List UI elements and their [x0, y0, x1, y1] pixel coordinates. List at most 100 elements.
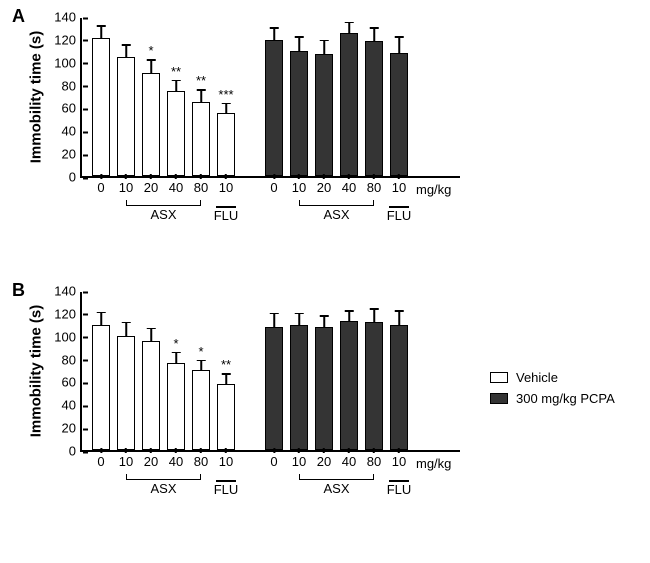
panel-a-chart: Immobility time (s) 02040608010012014001… [80, 18, 460, 238]
xtick: 80 [194, 450, 208, 469]
xtick: 10 [119, 450, 133, 469]
panel-b-chart: Immobility time (s) 02040608010012014001… [80, 292, 460, 512]
ytick: 80 [62, 78, 82, 93]
ytick: 20 [62, 147, 82, 162]
asx-label: ASX [150, 479, 176, 496]
panel-a-plot: Immobility time (s) 02040608010012014001… [80, 18, 460, 178]
xtick: 20 [144, 176, 158, 195]
ytick: 60 [62, 101, 82, 116]
error-bar [150, 328, 152, 343]
error-bar [225, 103, 227, 114]
ytick: 120 [54, 306, 82, 321]
flu-label: FLU [214, 482, 239, 497]
xtick: 10 [219, 450, 233, 469]
ytick: 140 [54, 284, 82, 299]
xtick: 80 [367, 450, 381, 469]
error-bar [298, 36, 300, 52]
ytick: 20 [62, 421, 82, 436]
panel-a-label: A [12, 6, 25, 27]
xtick: 0 [97, 450, 104, 469]
xtick: 10 [392, 176, 406, 195]
legend-label-pcpa: 300 mg/kg PCPA [516, 391, 615, 406]
error-bar [298, 313, 300, 327]
bar [265, 327, 283, 450]
xtick: 40 [169, 176, 183, 195]
error-bar [373, 27, 375, 42]
error-bar [100, 25, 102, 39]
error-bar [373, 308, 375, 323]
error-bar [200, 360, 202, 371]
bar [142, 341, 160, 450]
ytick: 0 [69, 444, 82, 459]
flu-label: FLU [387, 482, 412, 497]
unit-label: mg/kg [416, 456, 451, 471]
ytick: 80 [62, 352, 82, 367]
panel-b-plot: Immobility time (s) 02040608010012014001… [80, 292, 460, 452]
bar [290, 325, 308, 450]
flu-label: FLU [214, 208, 239, 223]
bar: *** [217, 113, 235, 176]
significance-marker: ** [196, 74, 206, 87]
ytick: 100 [54, 329, 82, 344]
error-bar [273, 313, 275, 328]
error-bar [398, 36, 400, 53]
error-bar [323, 40, 325, 55]
error-bar [100, 312, 102, 327]
bar [315, 327, 333, 450]
error-bar [273, 27, 275, 41]
xtick: 40 [342, 450, 356, 469]
asx-label: ASX [150, 205, 176, 222]
significance-marker: *** [218, 88, 233, 101]
ytick: 0 [69, 170, 82, 185]
bar [365, 322, 383, 450]
error-bar [348, 22, 350, 35]
ytick: 100 [54, 55, 82, 70]
bar: * [167, 363, 185, 450]
xtick: 10 [292, 176, 306, 195]
bar: * [192, 370, 210, 450]
error-bar [200, 89, 202, 103]
legend-item-pcpa: 300 mg/kg PCPA [490, 391, 615, 406]
flu-label: FLU [387, 208, 412, 223]
xtick: 10 [392, 450, 406, 469]
legend-label-vehicle: Vehicle [516, 370, 558, 385]
bar [92, 325, 110, 450]
xtick: 80 [367, 176, 381, 195]
xtick: 80 [194, 176, 208, 195]
ytick: 60 [62, 375, 82, 390]
bar: ** [217, 384, 235, 450]
xtick: 40 [169, 450, 183, 469]
bar: ** [192, 102, 210, 176]
xtick: 20 [144, 450, 158, 469]
ytick: 120 [54, 32, 82, 47]
bar [315, 54, 333, 176]
asx-label: ASX [323, 205, 349, 222]
xtick: 40 [342, 176, 356, 195]
bar [265, 40, 283, 176]
xtick: 0 [270, 450, 277, 469]
bar [365, 41, 383, 176]
xtick: 20 [317, 450, 331, 469]
asx-label: ASX [323, 479, 349, 496]
significance-marker: ** [221, 358, 231, 371]
bar: * [142, 73, 160, 176]
bar [290, 51, 308, 176]
legend-swatch-vehicle [490, 372, 508, 383]
error-bar [323, 315, 325, 328]
panel-b-label: B [12, 280, 25, 301]
error-bar [125, 44, 127, 58]
bar [117, 336, 135, 450]
error-bar [125, 322, 127, 337]
bar [390, 325, 408, 450]
significance-marker: * [173, 337, 178, 350]
asx-bracket: ASX [299, 474, 374, 480]
unit-label: mg/kg [416, 182, 451, 197]
asx-bracket: ASX [126, 474, 201, 480]
bar [340, 33, 358, 176]
xtick: 10 [292, 450, 306, 469]
bar [92, 38, 110, 176]
panel-a-ylabel: Immobility time (s) [28, 31, 45, 164]
significance-marker: * [148, 44, 153, 57]
error-bar [175, 80, 177, 93]
bar [340, 321, 358, 450]
